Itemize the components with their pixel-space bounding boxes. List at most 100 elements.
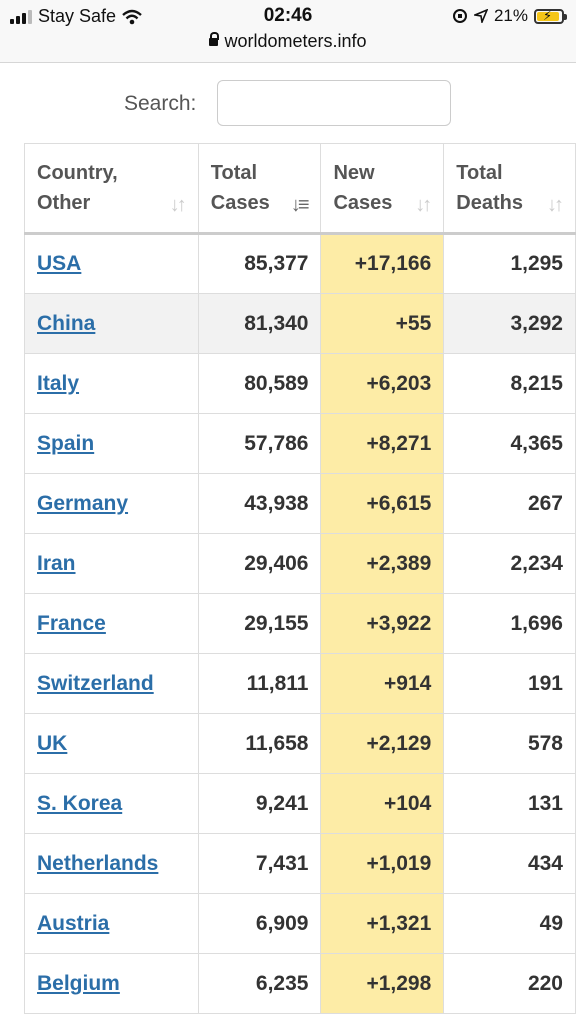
battery-percent: 21%	[493, 6, 528, 25]
total-deaths-cell: 4,365	[443, 413, 576, 474]
table-header-row: Country, Other ↓↑ Total Cases ↓≡ New Cas…	[24, 143, 576, 235]
new-cases-cell: +1,321	[320, 893, 445, 954]
country-cell: USA	[24, 233, 199, 294]
new-cases-cell: +104	[320, 773, 445, 834]
country-link[interactable]: UK	[37, 731, 68, 755]
wifi-icon	[122, 9, 142, 24]
header-new-cases[interactable]: New Cases ↓↑	[320, 143, 445, 235]
clock: 02:46	[263, 5, 313, 26]
table-row: Spain 57,786 +8,271 4,365	[24, 413, 576, 474]
country-cell: Spain	[24, 413, 199, 474]
carrier-name: Stay Safe	[38, 6, 117, 26]
new-cases-cell: +17,166	[320, 233, 445, 294]
total-deaths-cell: 3,292	[443, 293, 576, 354]
table-row: USA 85,377 +17,166 1,295	[24, 233, 576, 294]
total-cases-cell: 9,241	[197, 773, 322, 834]
country-cell: Belgium	[24, 953, 199, 1014]
total-deaths-cell: 267	[443, 473, 576, 534]
country-cell: Iran	[24, 533, 199, 594]
total-cases-cell: 85,377	[197, 233, 322, 294]
table-row: S. Korea 9,241 +104 131	[24, 773, 576, 834]
url-text: worldometers.info	[224, 31, 367, 51]
new-cases-cell: +2,389	[320, 533, 445, 594]
location-icon	[473, 9, 488, 23]
country-link[interactable]: USA	[37, 252, 82, 275]
table-row: China 81,340 +55 3,292	[24, 293, 576, 354]
new-cases-cell: +55	[320, 293, 445, 354]
total-deaths-cell: 578	[443, 713, 576, 774]
total-cases-cell: 6,909	[197, 893, 322, 954]
total-cases-cell: 6,235	[197, 953, 322, 1014]
country-cell: UK	[24, 713, 199, 774]
country-link[interactable]: Spain	[37, 431, 95, 455]
header-total-cases[interactable]: Total Cases ↓≡	[197, 143, 322, 235]
total-cases-cell: 43,938	[197, 473, 322, 534]
new-cases-cell: +2,129	[320, 713, 445, 774]
header-country[interactable]: Country, Other ↓↑	[24, 143, 199, 235]
country-cell: Switzerland	[24, 653, 199, 714]
new-cases-cell: +1,019	[320, 833, 445, 894]
sort-icon: ↓↑	[547, 194, 564, 216]
new-cases-cell: +3,922	[320, 593, 445, 654]
new-cases-cell: +8,271	[320, 413, 445, 474]
carrier-info: Stay Safe	[10, 6, 142, 27]
search-input[interactable]	[217, 80, 451, 126]
country-link[interactable]: Netherlands	[37, 851, 159, 875]
orientation-lock-icon	[452, 9, 467, 23]
country-link[interactable]: Iran	[37, 551, 76, 575]
country-cell: Italy	[24, 353, 199, 414]
country-link[interactable]: Belgium	[37, 971, 120, 995]
country-cell: China	[24, 293, 199, 354]
sort-desc-icon: ↓≡	[290, 194, 310, 216]
status-bar: Stay Safe 02:46 21% ⚡ worldometers.info	[0, 0, 576, 63]
table-row: Iran 29,406 +2,389 2,234	[24, 533, 576, 594]
country-cell: Germany	[24, 473, 199, 534]
new-cases-cell: +6,615	[320, 473, 445, 534]
table-row: Switzerland 11,811 +914 191	[24, 653, 576, 714]
table-row: Italy 80,589 +6,203 8,215	[24, 353, 576, 414]
signal-icon	[10, 9, 32, 24]
country-link[interactable]: Austria	[37, 911, 110, 935]
country-cell: S. Korea	[24, 773, 199, 834]
country-cell: Netherlands	[24, 833, 199, 894]
country-link[interactable]: France	[37, 611, 106, 635]
country-link[interactable]: Germany	[37, 491, 129, 515]
total-deaths-cell: 1,295	[443, 233, 576, 294]
total-deaths-cell: 220	[443, 953, 576, 1014]
battery-icon: ⚡	[534, 8, 567, 24]
total-cases-cell: 57,786	[197, 413, 322, 474]
cases-table: Country, Other ↓↑ Total Cases ↓≡ New Cas…	[24, 143, 576, 1014]
total-deaths-cell: 8,215	[443, 353, 576, 414]
total-deaths-cell: 1,696	[443, 593, 576, 654]
total-cases-cell: 80,589	[197, 353, 322, 414]
address-bar[interactable]: worldometers.info	[0, 31, 576, 52]
search-label: Search:	[124, 92, 197, 115]
total-cases-cell: 29,155	[197, 593, 322, 654]
total-deaths-cell: 49	[443, 893, 576, 954]
country-link[interactable]: China	[37, 311, 96, 335]
total-cases-cell: 7,431	[197, 833, 322, 894]
new-cases-cell: +6,203	[320, 353, 445, 414]
total-deaths-cell: 131	[443, 773, 576, 834]
country-cell: France	[24, 593, 199, 654]
status-right: 21% ⚡	[452, 6, 567, 26]
search-bar: Search:	[0, 80, 576, 128]
total-deaths-cell: 191	[443, 653, 576, 714]
sort-icon: ↓↑	[415, 194, 432, 216]
table-row: UK 11,658 +2,129 578	[24, 713, 576, 774]
sort-icon: ↓↑	[169, 194, 187, 216]
total-cases-cell: 11,658	[197, 713, 322, 774]
country-link[interactable]: S. Korea	[37, 791, 123, 815]
total-deaths-cell: 434	[443, 833, 576, 894]
header-total-deaths[interactable]: Total Deaths ↓↑	[443, 143, 576, 235]
total-cases-cell: 29,406	[197, 533, 322, 594]
total-cases-cell: 81,340	[197, 293, 322, 354]
country-link[interactable]: Switzerland	[37, 671, 154, 695]
total-cases-cell: 11,811	[197, 653, 322, 714]
country-link[interactable]: Italy	[37, 371, 80, 395]
lock-icon	[209, 32, 220, 46]
table-row: Austria 6,909 +1,321 49	[24, 893, 576, 954]
table-row: France 29,155 +3,922 1,696	[24, 593, 576, 654]
country-cell: Austria	[24, 893, 199, 954]
table-row: Belgium 6,235 +1,298 220	[24, 953, 576, 1014]
